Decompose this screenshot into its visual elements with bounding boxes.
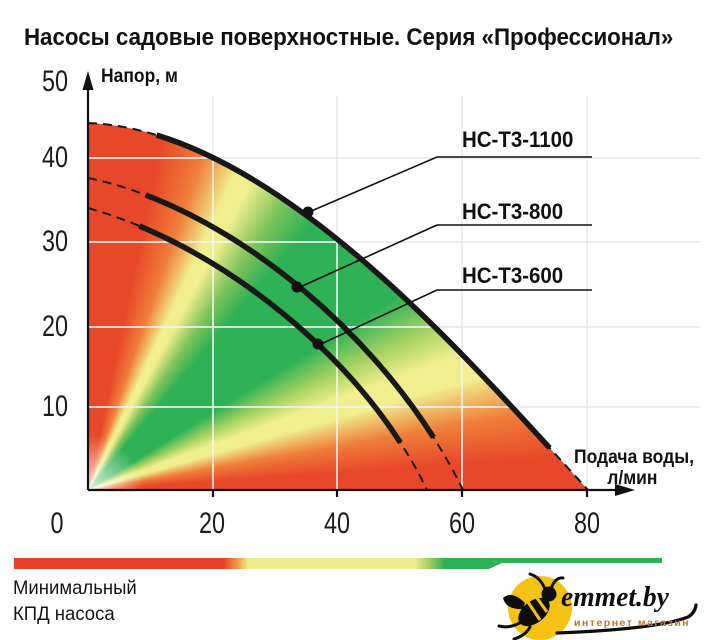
brand-tagline: интернет магазин [574, 617, 691, 629]
curve-label-600: НС-Т3-600 [462, 263, 564, 288]
x-tick-60: 60 [448, 507, 476, 540]
y-axis-title: Напор, м [101, 66, 178, 87]
x-tick-40: 40 [323, 507, 351, 540]
y-axis-arrow [82, 71, 94, 90]
callout-dots [291, 206, 324, 350]
callout-leaders [297, 156, 592, 346]
pump-curve-600 [87, 205, 430, 492]
x-tick-20: 20 [198, 507, 226, 540]
y-tick-50: 50 [41, 65, 68, 98]
x-axis-title-line2: л/мин [607, 468, 658, 489]
bee-logo-icon [497, 572, 698, 640]
legend-label-line1: Минимальный [13, 577, 137, 599]
efficiency-legend-bar [14, 558, 662, 569]
y-tick-30: 30 [41, 225, 68, 258]
legend-label-line2: КПД насоса [13, 603, 115, 625]
pump-curve-1100 [87, 120, 591, 492]
y-tick-40: 40 [41, 141, 68, 174]
chart-title: Насосы садовые поверхностные. Серия «Про… [23, 24, 674, 51]
curve-label-1100: НС-Т3-1100 [462, 127, 574, 152]
curve-label-800: НС-Т3-800 [462, 199, 564, 224]
x-axis-title: Подача воды, л/мин [571, 447, 694, 489]
y-tick-10: 10 [41, 390, 68, 423]
x-tick-80: 80 [573, 507, 601, 540]
x-axis-title-line1: Подача воды, [574, 447, 694, 468]
brand-logo-text: emmet.by [561, 581, 669, 613]
origin-tick-0: 0 [50, 507, 64, 540]
y-tick-20: 20 [41, 310, 68, 343]
x-axis-arrow [615, 484, 635, 496]
pump-curve-800 [87, 175, 466, 492]
axes [86, 88, 617, 497]
